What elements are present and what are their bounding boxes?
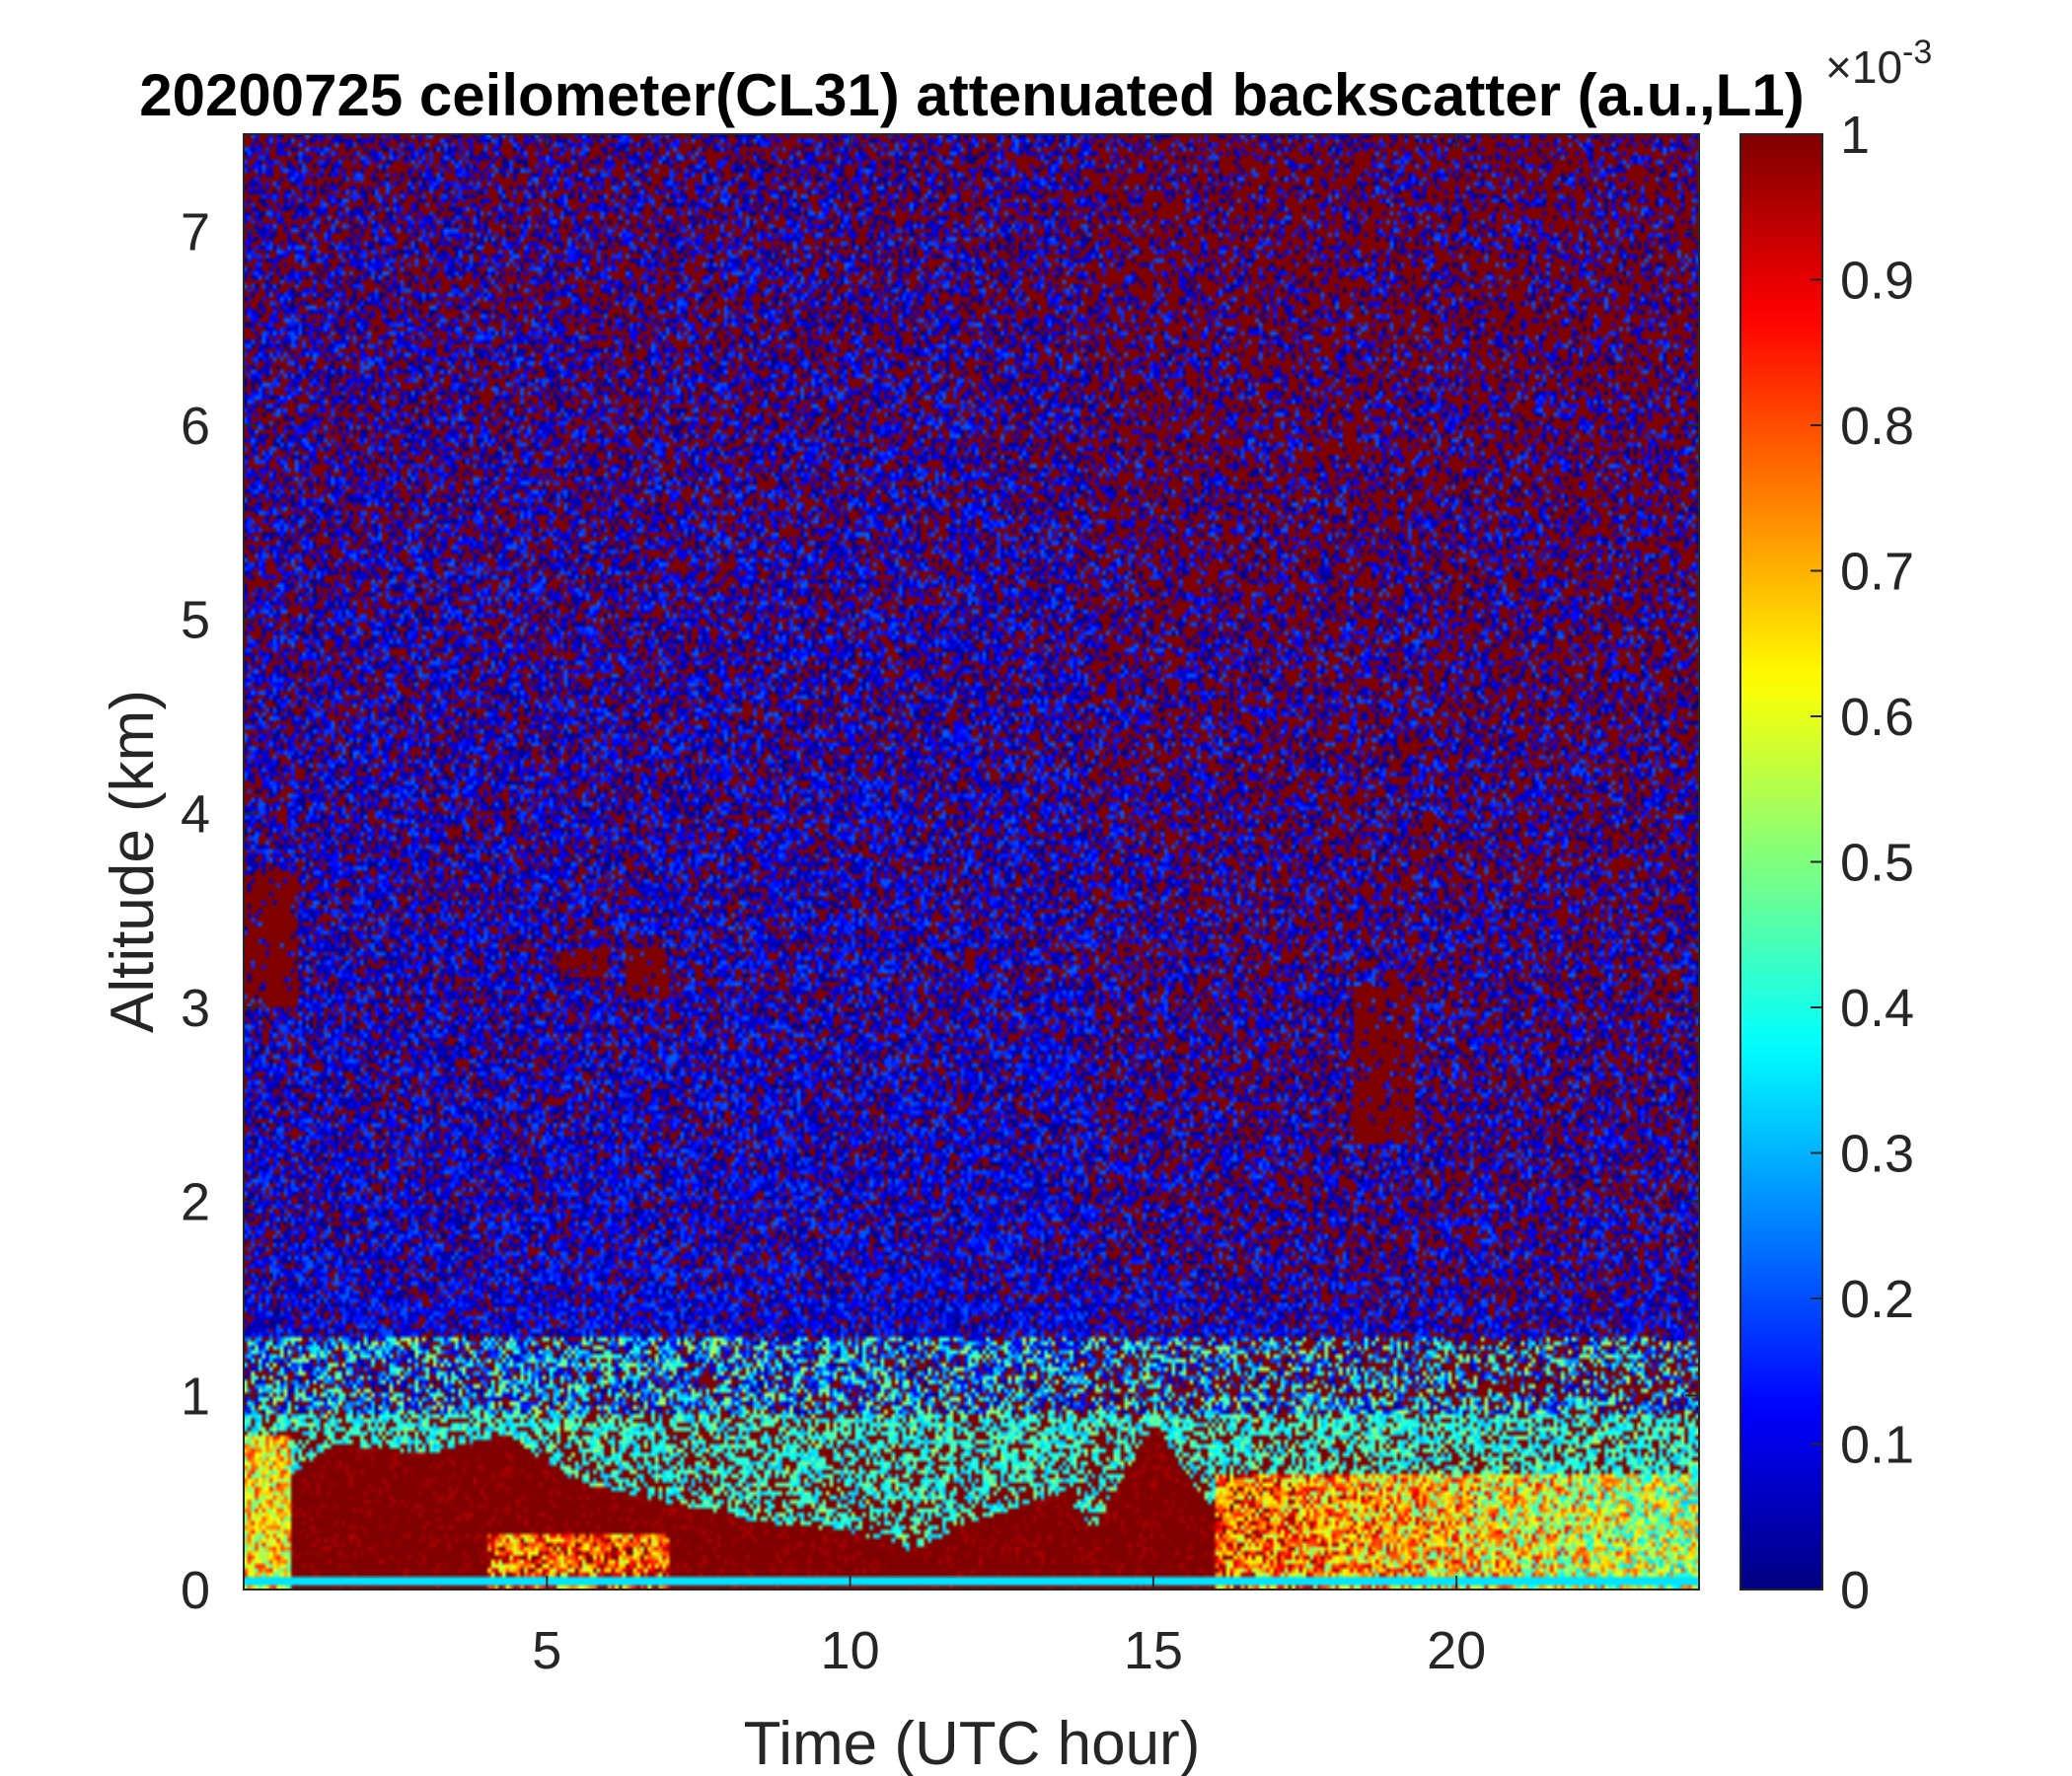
chart-title: 20200725 ceilometer(CL31) attenuated bac… (139, 62, 1804, 128)
y-axis: 0 1 2 3 4 5 6 7 (181, 202, 1699, 1620)
x-axis: 5 10 15 20 (532, 134, 1486, 1680)
colorbar-ticks: 0 0.1 0.2 0.3 0.4 0.5 0.6 0.7 0.8 0.9 1 (1811, 106, 1914, 1620)
y-tick-label: 5 (181, 591, 210, 650)
colorbar-tick-label: 0 (1840, 1561, 1870, 1620)
x-tick-label: 5 (532, 1621, 561, 1680)
x-axis-label: Time (UTC hour) (744, 1710, 1201, 1776)
colorbar-multiplier-exponent: -3 (1902, 34, 1932, 71)
colorbar-tick-label: 1 (1840, 106, 1870, 165)
colorbar-tick-label: 0.5 (1840, 834, 1914, 893)
colorbar-tick-label: 0.2 (1840, 1270, 1914, 1329)
colorbar-tick-label: 0.9 (1840, 252, 1914, 311)
y-tick-label: 1 (181, 1367, 210, 1426)
y-tick-label: 7 (181, 202, 210, 261)
y-tick-label: 0 (181, 1561, 210, 1620)
colorbar-tick-label: 0.3 (1840, 1125, 1914, 1184)
colorbar-tick-label: 0.4 (1840, 979, 1914, 1038)
backscatter-heatmap (244, 134, 1699, 1590)
y-axis-label: Altitude (km) (99, 690, 167, 1033)
colorbar-gradient (1740, 134, 1822, 1590)
colorbar-tick-label: 0.7 (1840, 543, 1914, 602)
colorbar-tick-label: 0.1 (1840, 1416, 1914, 1475)
colorbar-tick-label: 0.8 (1840, 397, 1914, 456)
plot-area (244, 134, 1699, 1590)
y-tick-label: 4 (181, 784, 210, 844)
y-tick-label: 3 (181, 979, 210, 1038)
x-tick-label: 15 (1124, 1621, 1183, 1680)
colorbar: 0 0.1 0.2 0.3 0.4 0.5 0.6 0.7 0.8 0.9 1 ×10-3 (1739, 34, 1932, 1620)
colorbar-multiplier: ×10-3 (1825, 34, 1932, 93)
colorbar-multiplier-base: ×10 (1825, 41, 1902, 93)
colorbar-tick-label: 0.6 (1840, 688, 1914, 747)
y-tick-label: 6 (181, 397, 210, 456)
x-tick-label: 10 (821, 1621, 880, 1680)
x-tick-label: 20 (1427, 1621, 1486, 1680)
plot-frame (243, 133, 1700, 1591)
y-tick-label: 2 (181, 1173, 210, 1232)
